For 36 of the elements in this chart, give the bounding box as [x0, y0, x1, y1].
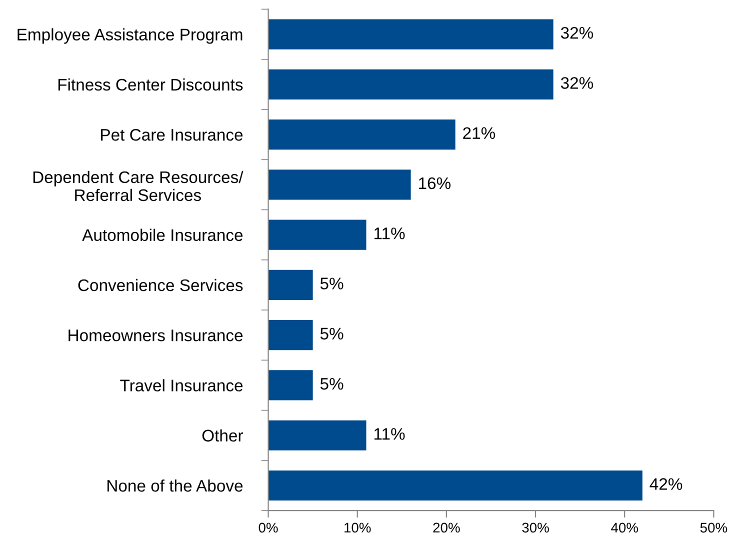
bar: [268, 370, 313, 400]
bar: [268, 120, 456, 150]
x-tick-label: 0%: [258, 522, 278, 533]
x-tick-label: 10%: [344, 522, 371, 533]
y-tick-label: Pet Care Insurance: [101, 128, 243, 141]
data-label: 21%: [463, 127, 496, 139]
y-tick-label: Fitness Center Discounts: [58, 78, 243, 91]
data-label: 11%: [374, 228, 405, 240]
y-tick-label: None of the Above: [108, 479, 243, 492]
bar: [268, 19, 554, 50]
bar: [268, 420, 366, 450]
x-tick-label: 30%: [522, 522, 549, 533]
data-label: 32%: [560, 26, 594, 39]
bar: [268, 170, 411, 200]
bar: [268, 320, 313, 350]
bar: [268, 220, 366, 250]
data-label: 32%: [560, 77, 594, 89]
y-tick-label: Automobile Insurance: [82, 228, 243, 242]
bar: [268, 69, 554, 100]
y-tick-label: Other: [202, 429, 243, 442]
data-label: 11%: [374, 428, 405, 440]
data-label: 5%: [320, 328, 344, 340]
data-label: 5%: [320, 278, 344, 290]
data-label: 16%: [419, 177, 451, 190]
y-tick-label: Employee Assistance Program: [18, 28, 242, 44]
y-tick-label: Convenience Services: [78, 278, 243, 292]
bar: [268, 270, 313, 300]
y-tick-label: Homeowners Insurance: [68, 330, 243, 342]
data-label: 42%: [650, 478, 682, 490]
x-tick-label: 40%: [611, 522, 638, 533]
y-tick-label: Travel Insurance: [120, 379, 243, 392]
x-tick-label: 50%: [700, 522, 728, 533]
y-tick-label: Dependent Care Resources/ Referral Services: [33, 170, 244, 202]
data-label: 5%: [320, 378, 344, 390]
bar: [268, 470, 642, 501]
x-tick-label: 20%: [433, 522, 460, 533]
